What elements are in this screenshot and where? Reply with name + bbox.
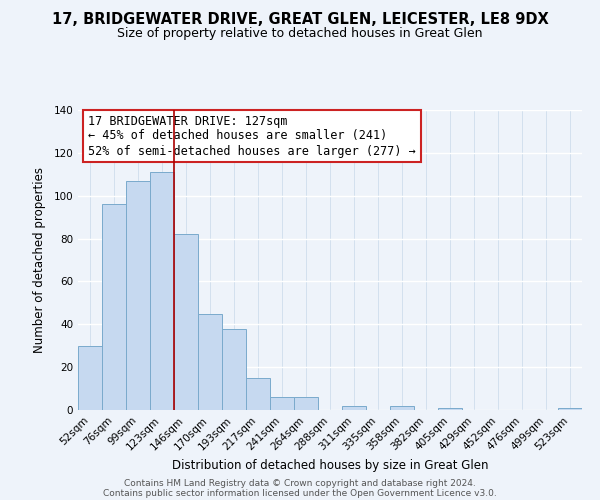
Text: 17, BRIDGEWATER DRIVE, GREAT GLEN, LEICESTER, LE8 9DX: 17, BRIDGEWATER DRIVE, GREAT GLEN, LEICE… bbox=[52, 12, 548, 28]
X-axis label: Distribution of detached houses by size in Great Glen: Distribution of detached houses by size … bbox=[172, 458, 488, 471]
Bar bbox=[198, 314, 222, 410]
Text: Size of property relative to detached houses in Great Glen: Size of property relative to detached ho… bbox=[117, 28, 483, 40]
Bar bbox=[246, 378, 270, 410]
Bar bbox=[438, 408, 462, 410]
Bar bbox=[150, 172, 174, 410]
Bar bbox=[222, 328, 246, 410]
Y-axis label: Number of detached properties: Number of detached properties bbox=[34, 167, 46, 353]
Bar bbox=[558, 408, 582, 410]
Bar bbox=[294, 397, 318, 410]
Bar bbox=[126, 180, 150, 410]
Text: Contains HM Land Registry data © Crown copyright and database right 2024.: Contains HM Land Registry data © Crown c… bbox=[124, 478, 476, 488]
Bar bbox=[174, 234, 198, 410]
Bar bbox=[78, 346, 102, 410]
Text: 17 BRIDGEWATER DRIVE: 127sqm
← 45% of detached houses are smaller (241)
52% of s: 17 BRIDGEWATER DRIVE: 127sqm ← 45% of de… bbox=[88, 114, 416, 158]
Bar bbox=[390, 406, 414, 410]
Bar bbox=[102, 204, 126, 410]
Text: Contains public sector information licensed under the Open Government Licence v3: Contains public sector information licen… bbox=[103, 488, 497, 498]
Bar bbox=[342, 406, 366, 410]
Bar bbox=[270, 397, 294, 410]
